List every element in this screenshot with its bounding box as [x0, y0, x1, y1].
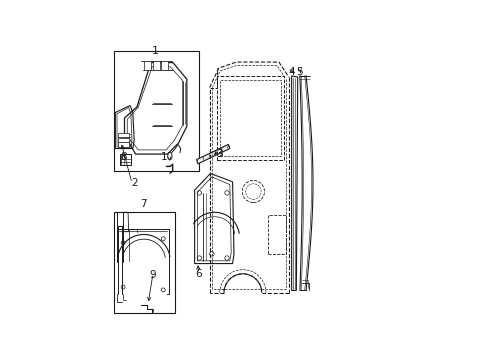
Bar: [114, 212, 174, 314]
Bar: [117, 138, 128, 142]
Polygon shape: [291, 76, 297, 291]
Polygon shape: [196, 144, 229, 164]
Bar: [120, 154, 131, 165]
Bar: [161, 61, 168, 70]
Text: 8: 8: [120, 152, 126, 162]
Text: 7: 7: [140, 199, 147, 209]
Text: 9: 9: [149, 270, 156, 280]
Bar: [117, 133, 128, 137]
Text: 6: 6: [195, 269, 202, 279]
Bar: [117, 143, 128, 147]
Text: 10: 10: [160, 152, 173, 162]
Text: 3: 3: [216, 149, 223, 158]
Text: 2: 2: [131, 178, 138, 188]
Text: 5: 5: [296, 67, 303, 77]
Text: 1: 1: [151, 46, 158, 56]
Bar: [153, 61, 160, 70]
Bar: [143, 61, 150, 70]
Bar: [114, 51, 198, 171]
Text: 3: 3: [216, 149, 223, 158]
Text: 4: 4: [288, 67, 294, 77]
